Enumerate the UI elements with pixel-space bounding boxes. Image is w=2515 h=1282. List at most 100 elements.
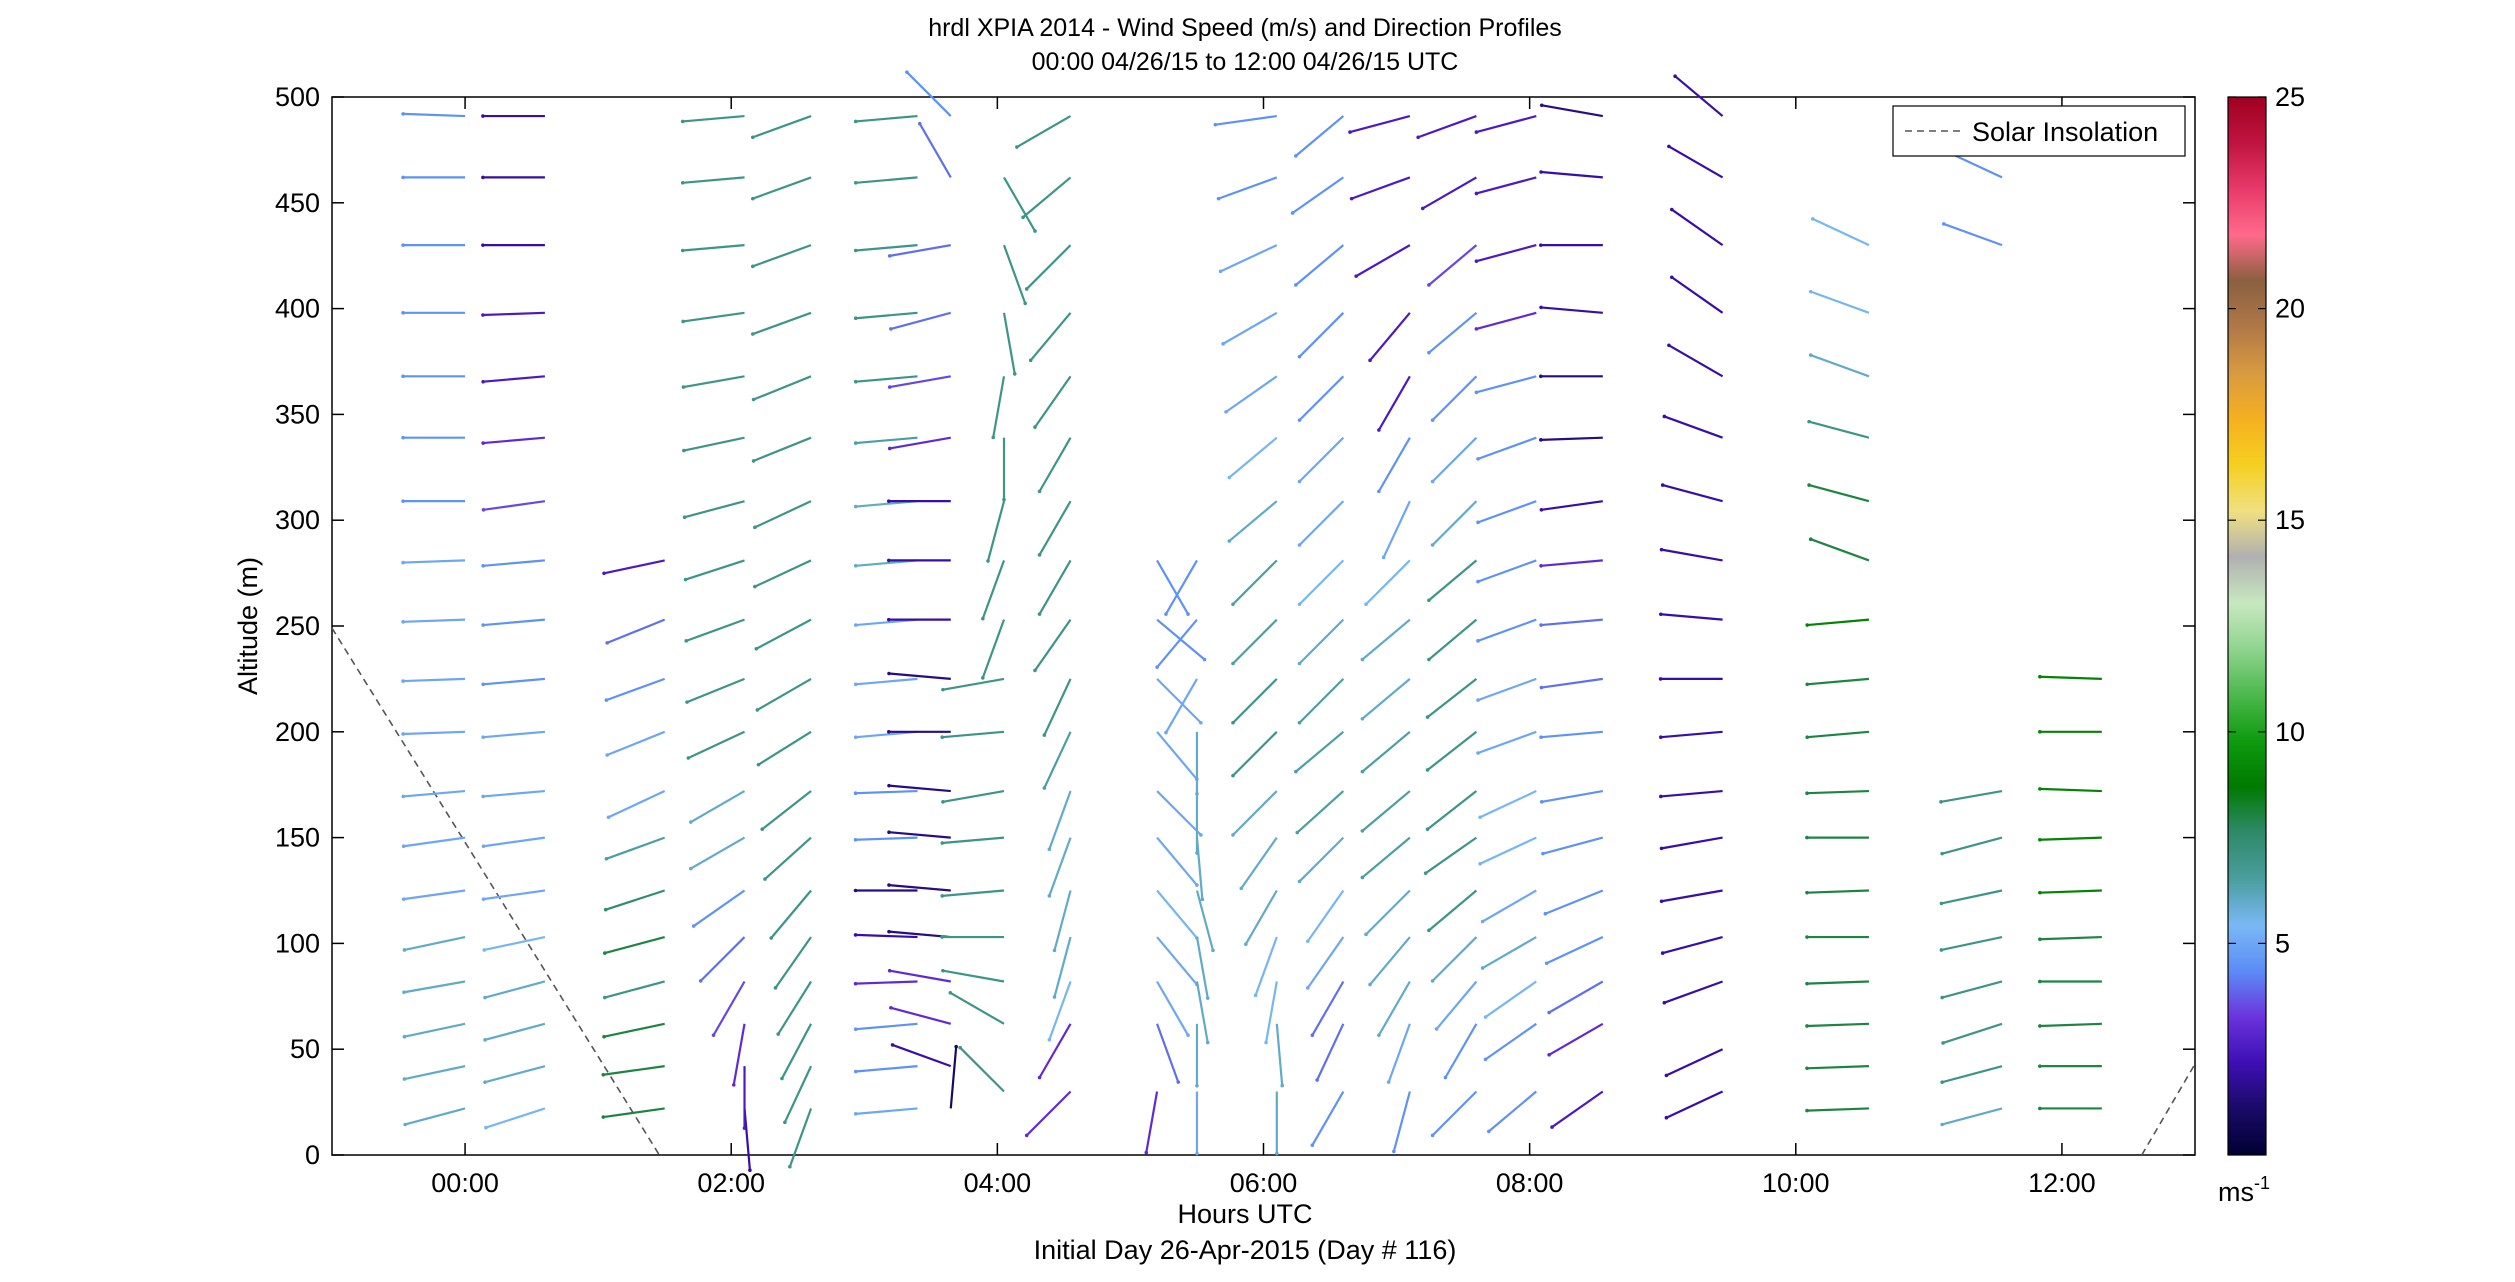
wind-vector-head xyxy=(1659,735,1663,739)
wind-vector-head xyxy=(401,679,405,683)
wind-vector-head xyxy=(1199,721,1203,725)
wind-vector-head xyxy=(1298,662,1302,666)
wind-vector-head xyxy=(1427,658,1431,662)
wind-vector-head xyxy=(683,515,687,519)
wind-vector-head xyxy=(1540,103,1544,107)
wind-vector-head xyxy=(941,800,945,804)
wind-vector-head xyxy=(1298,602,1302,606)
wind-vector-head xyxy=(1809,290,1813,294)
wind-vector-head xyxy=(941,969,945,973)
wind-vector-head xyxy=(1298,880,1302,884)
wind-vector-head xyxy=(684,639,688,643)
wind-vector-head xyxy=(484,1126,488,1130)
wind-vector-head xyxy=(1298,355,1302,359)
wind-vector-head xyxy=(1476,580,1480,584)
wind-vector-head xyxy=(1670,275,1674,279)
wind-vector-head xyxy=(1481,966,1485,970)
legend-label: Solar Insolation xyxy=(1972,117,2158,147)
wind-vector-head xyxy=(1540,508,1544,512)
wind-vector-head xyxy=(1539,170,1543,174)
wind-vector-head xyxy=(1478,862,1482,866)
wind-vector-head xyxy=(1416,135,1420,139)
wind-vector-head xyxy=(1670,208,1674,212)
wind-vector-head xyxy=(1476,639,1480,643)
wind-vector-head xyxy=(1361,717,1365,721)
wind-vector-head xyxy=(753,526,757,530)
wind-vector-head xyxy=(401,436,405,440)
x-tick-label: 00:00 xyxy=(431,1168,499,1198)
wind-vector-head xyxy=(403,1077,407,1081)
y-tick-label: 0 xyxy=(305,1140,320,1170)
wind-vector-head xyxy=(887,672,891,676)
wind-vector-head xyxy=(743,1126,747,1130)
wind-vector-head xyxy=(887,559,891,563)
wind-vector-head xyxy=(1361,876,1365,880)
wind-vector-head xyxy=(1665,1074,1669,1078)
wind-vector-head xyxy=(1539,243,1543,247)
wind-vector-head xyxy=(1426,715,1430,719)
wind-vector-head xyxy=(401,499,405,503)
wind-vector-head xyxy=(755,647,759,651)
wind-vector-head xyxy=(481,380,485,384)
wind-vector-head xyxy=(401,176,405,180)
wind-vector-head xyxy=(2038,675,2042,679)
wind-vector-head xyxy=(887,618,891,622)
wind-vector-head xyxy=(1940,1080,1944,1084)
wind-vector-head xyxy=(1659,612,1663,616)
wind-vector-head xyxy=(481,441,485,445)
wind-vector-head xyxy=(1475,192,1479,196)
wind-vector-head xyxy=(682,449,686,453)
wind-vector-head xyxy=(1231,833,1235,837)
wind-vector-head xyxy=(481,313,485,317)
wind-vector-head xyxy=(1544,912,1548,916)
wind-vector-head xyxy=(2038,937,2042,941)
wind-vector-head xyxy=(1807,483,1811,487)
wind-vector-head xyxy=(2038,1107,2042,1111)
x-tick-label: 04:00 xyxy=(964,1168,1032,1198)
wind-vector-head xyxy=(1392,1150,1396,1154)
wind-vector-head xyxy=(689,820,693,824)
wind-vector-head xyxy=(2038,838,2042,842)
wind-vector-head xyxy=(1476,457,1480,461)
wind-vector-head xyxy=(1805,982,1809,986)
wind-vector-head xyxy=(760,827,764,831)
wind-vector-head xyxy=(1940,852,1944,856)
wind-vector-head xyxy=(1219,270,1223,274)
wind-vector-head xyxy=(1426,768,1430,772)
wind-vector-head xyxy=(1053,995,1057,999)
wind-vector-head xyxy=(1199,833,1203,837)
x-tick-label: 08:00 xyxy=(1496,1168,1564,1198)
wind-vector-head xyxy=(483,996,487,1000)
wind-vector-head xyxy=(401,732,405,736)
colorbar-tick-label: 15 xyxy=(2275,505,2305,535)
wind-vector-head xyxy=(888,385,892,389)
wind-vector-head xyxy=(602,1035,606,1039)
wind-vector-head xyxy=(2038,891,2042,895)
wind-vector-head xyxy=(482,897,486,901)
wind-vector-head xyxy=(1203,658,1207,662)
wind-vector-head xyxy=(1291,211,1295,215)
y-axis-label: Altitude (m) xyxy=(233,557,263,695)
wind-vector-head xyxy=(1348,130,1352,134)
wind-vector-head xyxy=(1476,521,1480,525)
wind-vector-head xyxy=(481,735,485,739)
colorbar xyxy=(2228,97,2266,1155)
wind-vector-head xyxy=(918,122,922,126)
wind-vector-head xyxy=(1673,74,1677,78)
wind-vector-head xyxy=(1214,123,1218,127)
colorbar-unit-label: ms-1 xyxy=(2218,1173,2270,1207)
wind-vector-head xyxy=(1941,1041,1945,1045)
wind-vector-head xyxy=(1539,564,1543,568)
wind-vector-head xyxy=(1368,983,1372,987)
x-tick-label: 02:00 xyxy=(697,1168,765,1198)
wind-vector-head xyxy=(403,948,407,952)
wind-vector-head xyxy=(854,441,858,445)
wind-vector-head xyxy=(756,708,760,712)
wind-vector-head xyxy=(1033,669,1037,673)
wind-vector-head xyxy=(757,763,761,767)
wind-vector-head xyxy=(1206,1041,1210,1045)
wind-vector-head xyxy=(1539,306,1543,310)
colorbar-tick-label: 25 xyxy=(2275,82,2305,112)
wind-vector-head xyxy=(958,1046,962,1050)
wind-vector-head xyxy=(854,735,858,739)
